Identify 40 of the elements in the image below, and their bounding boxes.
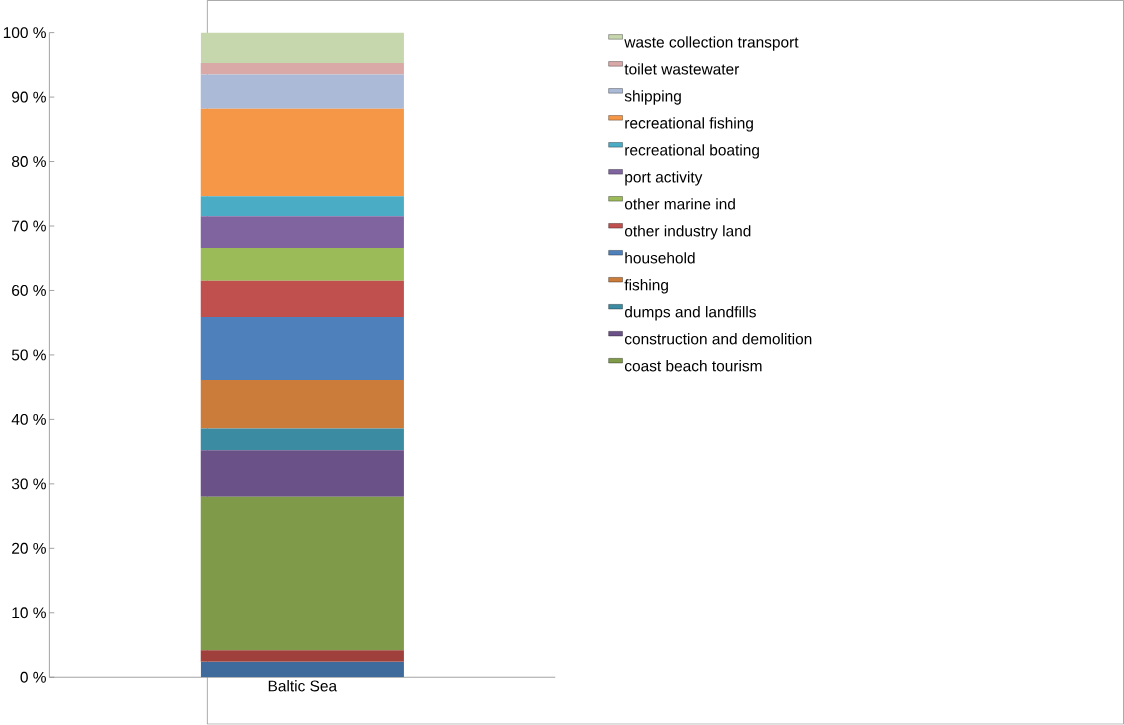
bar <box>200 650 404 662</box>
y-tick-label: 20 % <box>12 543 46 554</box>
bar <box>200 380 404 429</box>
bar <box>200 74 404 109</box>
bar <box>200 428 404 451</box>
legend-label: recreational boating <box>625 144 759 159</box>
bar <box>200 108 404 197</box>
y-tick-label: 30 % <box>11 478 46 490</box>
bar <box>200 32 404 64</box>
y-tick-label: 60 % <box>12 285 46 297</box>
bar <box>200 317 404 381</box>
bar <box>200 496 404 651</box>
bar <box>200 63 404 75</box>
bar <box>200 196 404 217</box>
legend-label: household <box>625 252 695 264</box>
legend-label: recreational fishing <box>625 117 753 132</box>
legend-label: port activity <box>625 171 703 186</box>
y-tick-label: 10 % <box>12 607 46 619</box>
y-tick-label: 0 % <box>20 671 46 683</box>
bar <box>200 248 404 282</box>
y-tick-label: 40 % <box>11 414 46 426</box>
legend-label: construction and demolition <box>624 333 812 345</box>
y-tick-label: 50 % <box>11 349 46 361</box>
y-tick-label: 100 % <box>3 27 46 39</box>
bar <box>200 661 404 678</box>
legend-label: other industry land <box>624 225 751 240</box>
legend-label: dumps and landfills <box>624 306 756 321</box>
legend-label: toilet wastewater <box>624 63 740 75</box>
legend-label: fishing <box>624 279 668 294</box>
x-tick-label: Baltic Sea <box>268 680 338 692</box>
bar <box>200 281 404 318</box>
legend-label: other marine ind <box>624 198 735 210</box>
bar <box>200 216 404 249</box>
y-tick-label: 90 % <box>12 91 46 103</box>
y-tick-label: 70 % <box>12 220 46 232</box>
legend-label: waste collection transport <box>624 36 799 51</box>
legend-label: shipping <box>624 90 681 105</box>
legend-label: coast beach tourism <box>624 360 762 372</box>
y-tick-label: 80 % <box>11 156 46 168</box>
bar <box>200 450 404 497</box>
